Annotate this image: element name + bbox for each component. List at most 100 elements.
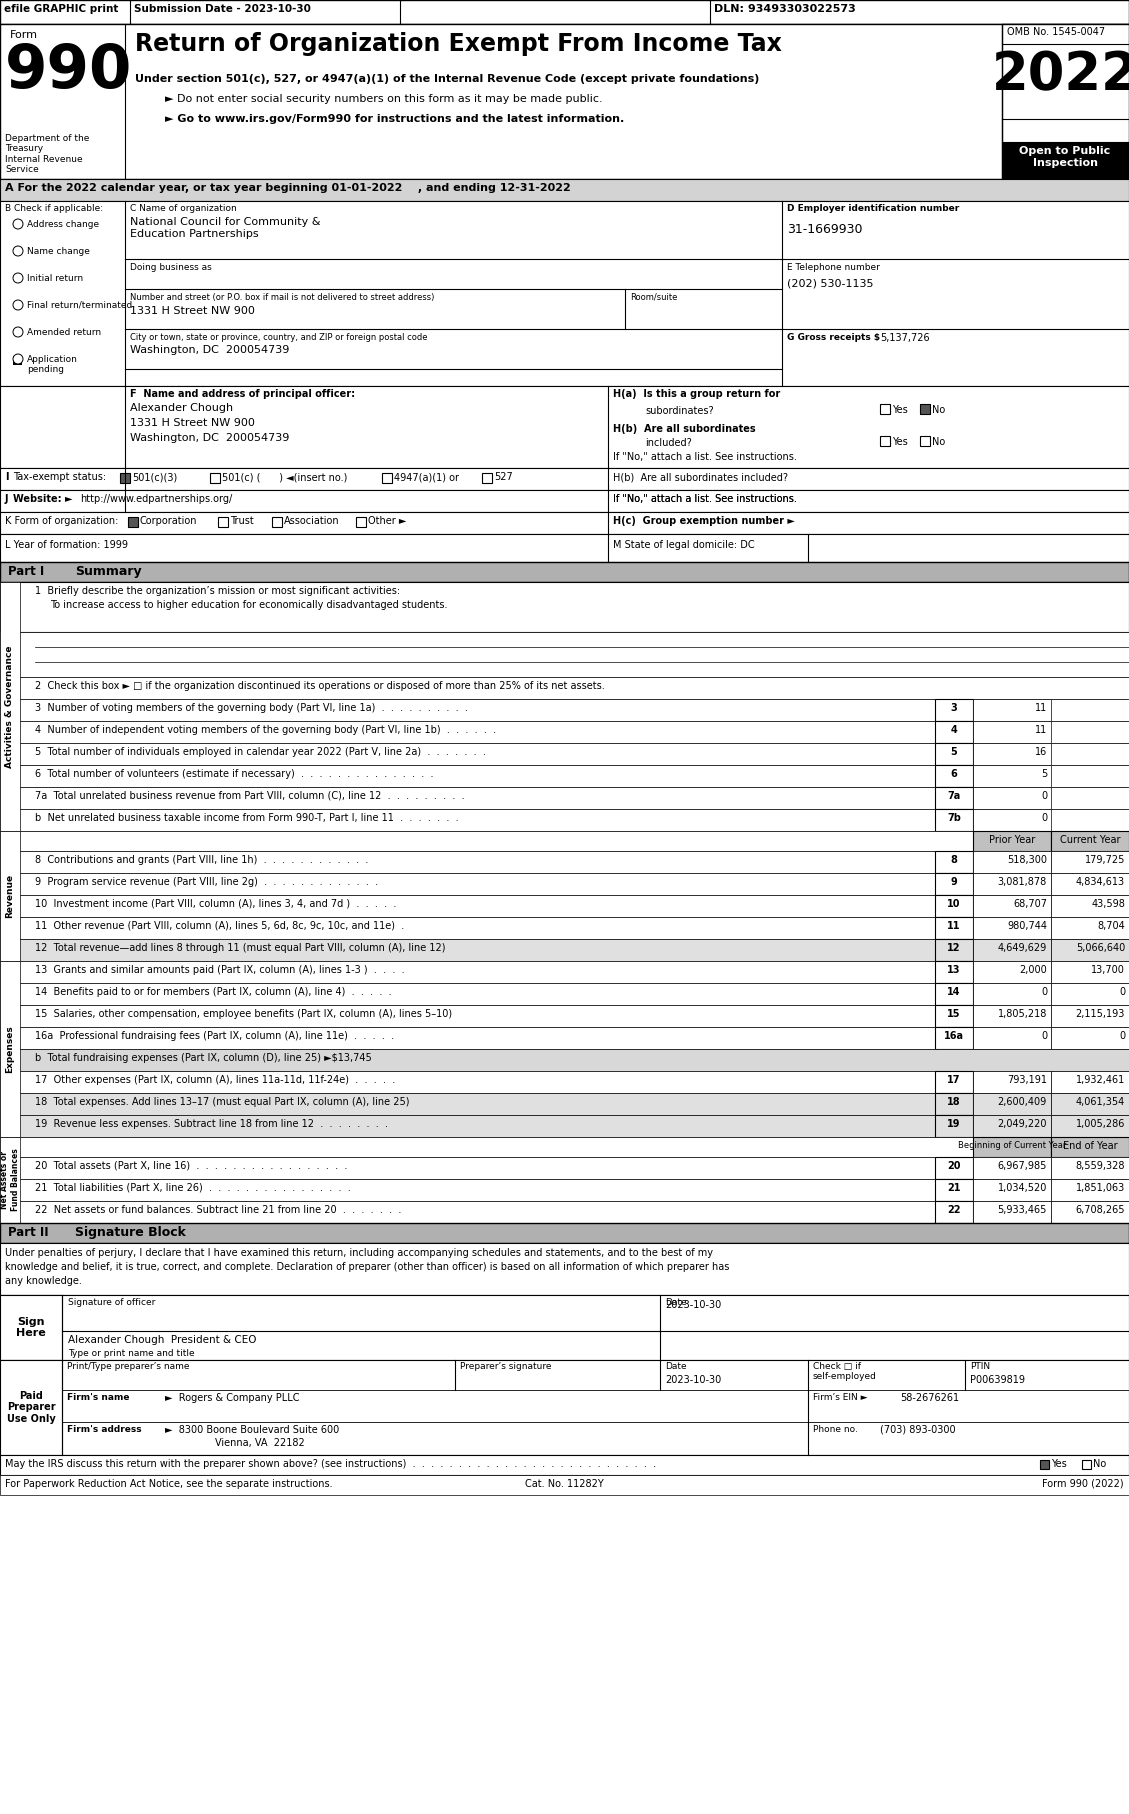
Text: H(b)  Are all subordinates: H(b) Are all subordinates [613,424,755,434]
Bar [973,698,1051,720]
Text: 4  Number of independent voting members of the governing body (Part VI, line 1b): 4 Number of independent voting members o… [35,726,496,735]
Bar [0,918,1129,940]
Text: Signature Block: Signature Block [75,1226,186,1239]
Text: 8,559,328: 8,559,328 [1076,1161,1124,1172]
Text: 1,805,218: 1,805,218 [998,1009,1047,1019]
Bar [973,1005,1051,1027]
Text: subordinates?: subordinates? [645,406,714,415]
Text: 17  Other expenses (Part IX, column (A), lines 11a-11d, 11f-24e)  .  .  .  .  .: 17 Other expenses (Part IX, column (A), … [35,1076,395,1085]
Text: Name change: Name change [27,247,90,256]
Bar [0,1116,1129,1137]
Text: 4: 4 [951,726,957,735]
Text: Submission Date - 2023-10-30: Submission Date - 2023-10-30 [134,4,310,15]
Text: 1  Briefly describe the organization’s mission or most significant activities:: 1 Briefly describe the organization’s mi… [35,586,400,597]
Text: H(a)  Is this a group return for: H(a) Is this a group return for [613,388,780,399]
Text: L Year of formation: 1999: L Year of formation: 1999 [5,541,128,550]
Text: Trust: Trust [230,515,254,526]
Text: Alexander Chough  President & CEO: Alexander Chough President & CEO [68,1335,256,1344]
Text: B Check if applicable:: B Check if applicable: [5,203,103,212]
Text: 7b: 7b [947,813,961,824]
Text: D Employer identification number: D Employer identification number [787,203,960,212]
Bar [0,1455,1129,1475]
Text: Association: Association [285,515,340,526]
Bar [935,940,973,961]
Text: Paid
Preparer
Use Only: Paid Preparer Use Only [7,1391,55,1424]
Text: 793,191: 793,191 [1007,1076,1047,1085]
Bar [0,983,1129,1005]
Bar [0,1243,1129,1295]
Bar [1040,1460,1049,1469]
Bar [14,356,21,365]
Text: Final return/terminated: Final return/terminated [27,301,132,310]
Bar [482,473,492,483]
Text: Form: Form [10,31,38,40]
Bar [935,1027,973,1048]
Bar [973,831,1051,851]
Bar [0,677,1129,698]
Bar [0,1201,1129,1223]
Bar [1051,1094,1129,1116]
Bar [0,1223,1129,1243]
Text: 4,834,613: 4,834,613 [1076,876,1124,887]
Text: Type or print name and title: Type or print name and title [68,1350,194,1359]
Text: 20  Total assets (Part X, line 16)  .  .  .  .  .  .  .  .  .  .  .  .  .  .  . : 20 Total assets (Part X, line 16) . . . … [35,1161,348,1172]
Bar [0,1137,1129,1157]
Bar [0,851,1129,873]
Text: 1,005,286: 1,005,286 [1076,1119,1124,1128]
Bar [0,809,1129,831]
Text: Check □ if: Check □ if [813,1362,861,1371]
Text: Washington, DC  200054739: Washington, DC 200054739 [130,434,289,443]
Text: 5: 5 [1041,769,1047,778]
Bar [0,1027,1129,1048]
Text: 14  Benefits paid to or for members (Part IX, column (A), line 4)  .  .  .  .  .: 14 Benefits paid to or for members (Part… [35,987,392,998]
Text: Yes: Yes [1051,1458,1067,1469]
Text: J: J [5,493,9,504]
Bar [973,1070,1051,1094]
Text: Under section 501(c), 527, or 4947(a)(1) of the Internal Revenue Code (except pr: Under section 501(c), 527, or 4947(a)(1)… [135,74,760,83]
Bar [0,940,1129,961]
Bar [0,631,1129,677]
Text: 16a: 16a [944,1030,964,1041]
Bar [1051,1116,1129,1137]
Text: End of Year: End of Year [1062,1141,1118,1152]
Bar [973,1157,1051,1179]
Text: 12  Total revenue—add lines 8 through 11 (must equal Part VIII, column (A), line: 12 Total revenue—add lines 8 through 11 … [35,943,446,952]
Text: City or town, state or province, country, and ZIP or foreign postal code: City or town, state or province, country… [130,334,428,343]
Bar [935,744,973,766]
Text: Open to Public
Inspection: Open to Public Inspection [1019,145,1111,167]
Bar [218,517,228,528]
Text: (703) 893-0300: (703) 893-0300 [879,1426,955,1435]
Text: 7a: 7a [947,791,961,802]
Text: 5  Total number of individuals employed in calendar year 2022 (Part V, line 2a) : 5 Total number of individuals employed i… [35,747,485,756]
Circle shape [14,247,23,256]
Text: Department of the
Treasury
Internal Revenue
Service: Department of the Treasury Internal Reve… [5,134,89,174]
Circle shape [14,219,23,229]
Text: 2023-10-30: 2023-10-30 [665,1375,721,1386]
Text: Amended return: Amended return [27,328,102,337]
Bar [1051,873,1129,894]
Text: No: No [933,437,945,446]
Bar [1051,1201,1129,1223]
Bar [0,562,1129,582]
Text: Revenue: Revenue [6,874,15,918]
Bar [920,405,930,414]
Text: 13,700: 13,700 [1091,965,1124,974]
Text: No: No [1093,1458,1106,1469]
Text: 17: 17 [947,1076,961,1085]
Text: 21  Total liabilities (Part X, line 26)  .  .  .  .  .  .  .  .  .  .  .  .  .  : 21 Total liabilities (Part X, line 26) .… [35,1183,351,1194]
Bar [0,961,20,1137]
Bar [210,473,220,483]
Bar [0,873,1129,894]
Text: 0: 0 [1041,1030,1047,1041]
Bar [935,1070,973,1094]
Text: 5: 5 [951,747,957,756]
Text: Vienna, VA  22182: Vienna, VA 22182 [165,1439,305,1448]
Bar [973,809,1051,831]
Circle shape [14,327,23,337]
Text: H(b)  Are all subordinates included?: H(b) Are all subordinates included? [613,472,788,483]
Text: 1,034,520: 1,034,520 [998,1183,1047,1194]
Text: included?: included? [645,437,692,448]
Bar [920,435,930,446]
Text: b  Total fundraising expenses (Part IX, column (D), line 25) ►$13,745: b Total fundraising expenses (Part IX, c… [35,1052,371,1063]
Text: Sign
Here: Sign Here [16,1317,46,1339]
